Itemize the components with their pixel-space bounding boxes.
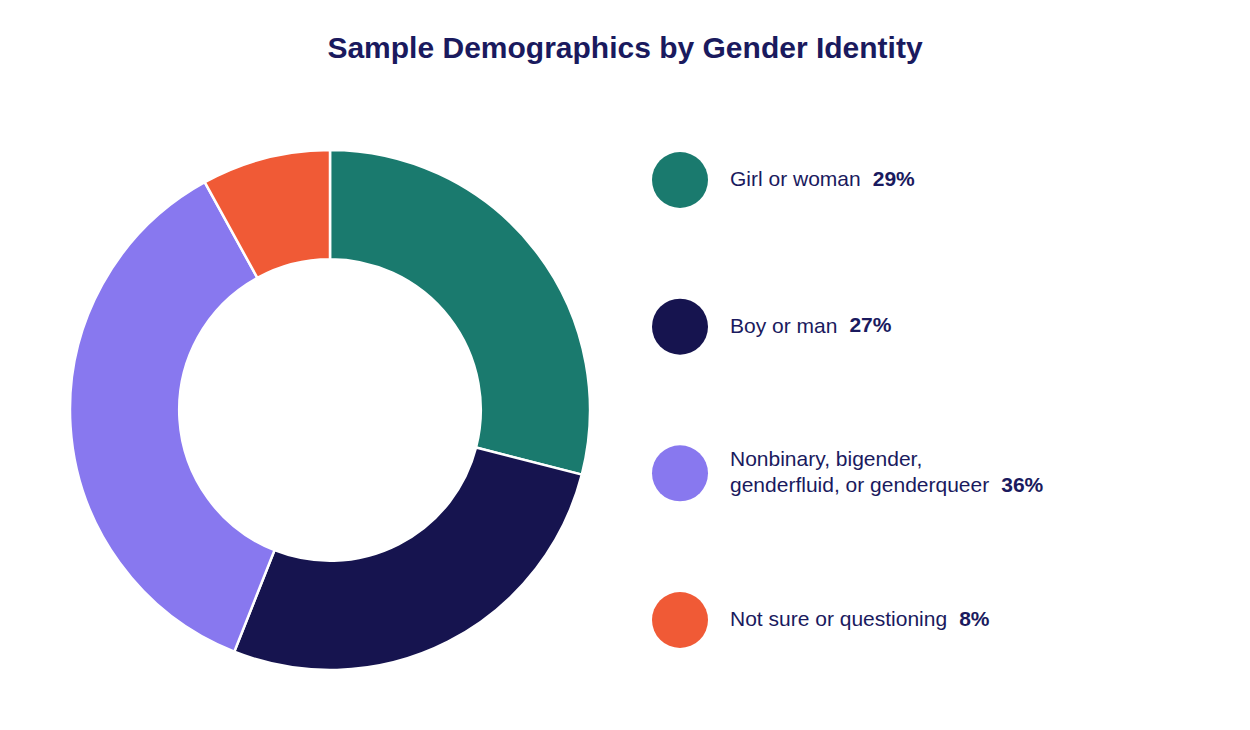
legend-label-line: Boy or man xyxy=(730,313,837,336)
legend-value: 29% xyxy=(873,167,915,190)
chart: Sample Demographics by Gender Identity Gi… xyxy=(0,0,1250,730)
legend-swatch xyxy=(652,445,708,501)
legend-swatch xyxy=(652,152,708,208)
legend-value: 36% xyxy=(1001,473,1043,496)
legend-item: Girl or woman 29% xyxy=(652,152,915,208)
legend-label-line: Not sure or questioning xyxy=(730,607,947,630)
slice xyxy=(234,448,582,670)
legend-item: Not sure or questioning 8% xyxy=(652,592,990,648)
legend-swatch xyxy=(652,592,708,648)
legend: Girl or woman 29% Boy or man 27% Nonbinary, … xyxy=(652,152,1044,648)
legend-value: 27% xyxy=(849,313,891,336)
legend-label-line: genderfluid, or genderqueer xyxy=(730,473,989,496)
legend-item: Nonbinary, bigender, genderfluid, or gend… xyxy=(652,445,1044,501)
legend-label-line: Girl or woman xyxy=(730,167,861,190)
legend-label: Not sure or questioning xyxy=(730,607,947,630)
legend-label: Nonbinary, bigender, genderfluid, or gend… xyxy=(730,447,989,496)
pie xyxy=(70,150,590,670)
legend-value: 8% xyxy=(959,607,990,630)
legend-swatch xyxy=(652,299,708,355)
slice xyxy=(205,150,330,278)
legend-label-line: Nonbinary, bigender, xyxy=(730,447,922,470)
legend-label: Girl or woman xyxy=(730,167,861,190)
slice xyxy=(330,150,590,475)
title: Sample Demographics by Gender Identity xyxy=(327,31,922,64)
legend-item: Boy or man 27% xyxy=(652,299,892,355)
legend-label: Boy or man xyxy=(730,313,837,336)
